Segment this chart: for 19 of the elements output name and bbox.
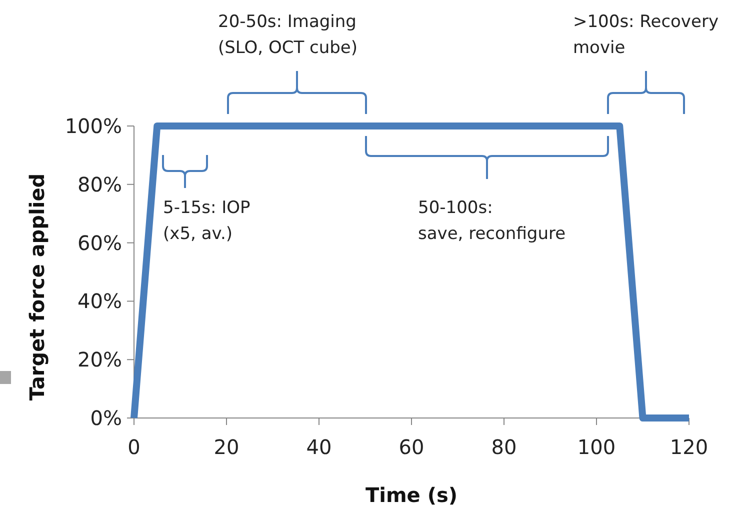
- y-tick-label: 40%: [78, 289, 122, 314]
- y-tick-label: 80%: [78, 172, 122, 196]
- x-tick-label: 40: [306, 435, 332, 459]
- x-tick-label: 80: [491, 435, 517, 459]
- x-tick-label: 120: [670, 435, 708, 459]
- text: 20-50s: Imaging (SLO, OCT cube): [218, 12, 358, 58]
- y-tick-label: 100%: [64, 114, 122, 138]
- x-tick-label: 0: [128, 435, 140, 459]
- annotation: 50-100s: save, reconfigure: [418, 198, 566, 244]
- y-tick-label: 20%: [78, 348, 122, 372]
- x-tick-label: 60: [398, 435, 424, 459]
- x-tick-label: 100: [577, 435, 616, 459]
- text: >100s: Recovery movie: [573, 12, 719, 58]
- x-axis-title: Time (s): [365, 483, 458, 507]
- y-axis-title: Target force applied: [25, 173, 49, 401]
- x-tick-label: 20: [214, 435, 240, 459]
- y-tick-label: 60%: [78, 230, 122, 255]
- annotation: 5-15s: IOP (x5, av.): [163, 198, 250, 244]
- y-tick-label: 0%: [90, 406, 122, 430]
